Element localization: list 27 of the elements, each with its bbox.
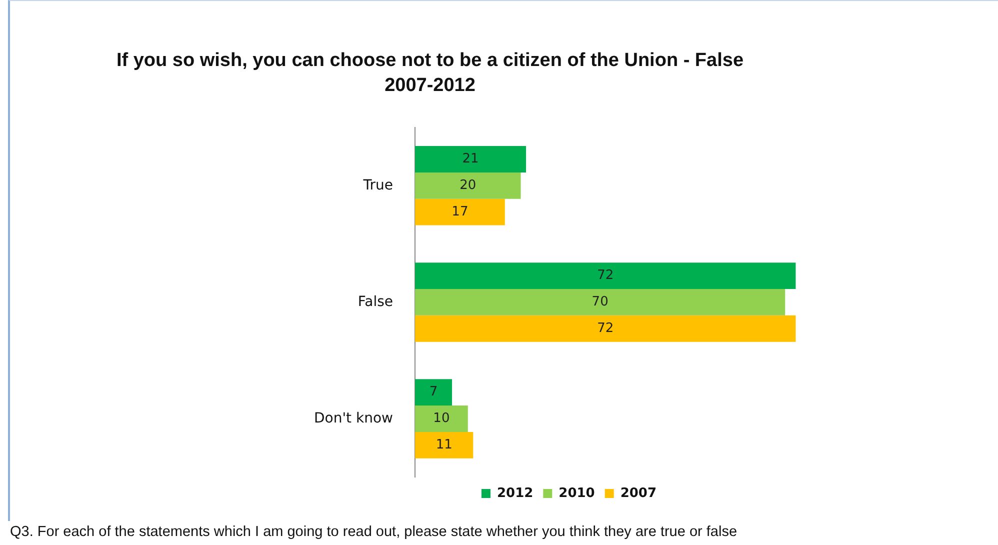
y-tick-label: True [362, 177, 394, 194]
bar [415, 288, 786, 316]
data-label: 17 [452, 204, 468, 220]
bar [415, 172, 521, 199]
legend-label: 2007 [620, 486, 657, 501]
data-label: 11 [436, 438, 452, 453]
data-label: 72 [597, 320, 614, 336]
data-label: 70 [592, 294, 608, 310]
bar [415, 198, 505, 226]
data-label: 21 [462, 152, 479, 167]
data-label: 72 [597, 268, 614, 284]
y-tick-label: False [358, 294, 394, 310]
data-label: 7 [429, 384, 438, 400]
data-label: 10 [433, 411, 450, 426]
y-tick-label: Don't know [314, 410, 394, 426]
bar [415, 432, 474, 458]
chart-title: If you so wish, you can choose not to be a citizen of the Union - False [115, 49, 745, 73]
chart-subtitle: 2007-2012 [384, 74, 476, 98]
bar [415, 406, 468, 432]
bar [415, 315, 796, 342]
bar [415, 262, 796, 289]
legend-label: 2012 [496, 486, 534, 501]
bar [415, 146, 526, 172]
legend-label: 2010 [558, 486, 595, 501]
bar [415, 379, 452, 406]
text: Q3. For each of the statements which I am going to read out, please state whether you think they are true or false [10, 524, 738, 540]
data-label: 20 [460, 178, 476, 194]
